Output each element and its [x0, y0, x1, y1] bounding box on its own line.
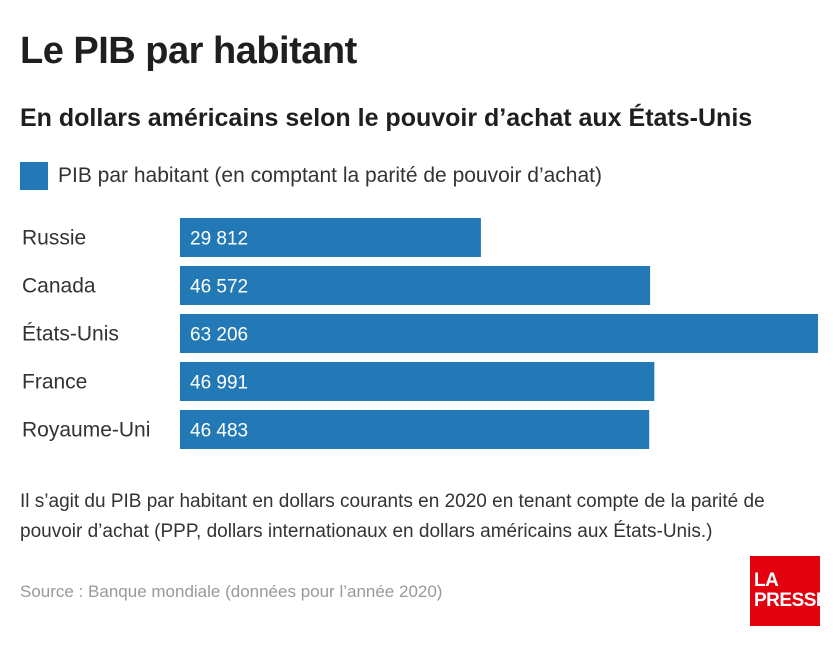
legend-label: PIB par habitant (en comptant la parité …: [58, 164, 602, 187]
chart-title: Le PIB par habitant: [20, 30, 357, 72]
bar: [180, 266, 651, 305]
bar: [180, 314, 818, 353]
chart-note: Il s’agit du PIB par habitant en dollars…: [20, 491, 765, 542]
la-presse-logo: LA PRESSE: [750, 556, 829, 626]
value-label: 29 812: [190, 229, 248, 250]
value-label: 46 483: [190, 421, 248, 442]
bar: [180, 410, 650, 449]
category-label: Royaume-Uni: [22, 419, 150, 442]
value-label: 46 572: [190, 277, 248, 298]
category-label: États-Unis: [22, 323, 119, 346]
value-label: 46 991: [190, 373, 248, 394]
bar-chart: Russie 29 812 Canada 46 572 États-Unis 63 206…: [22, 218, 818, 449]
category-label: Russie: [22, 227, 86, 250]
category-label: France: [22, 371, 87, 394]
logo-line-2: PRESSE: [754, 590, 829, 611]
source-text: Source : Banque mondiale (données pour l…: [20, 582, 443, 601]
value-label: 63 206: [190, 325, 248, 346]
category-label: Canada: [22, 275, 96, 298]
chart-subtitle: En dollars américains selon le pouvoir d…: [20, 104, 753, 132]
bar: [180, 218, 481, 257]
bar: [180, 362, 655, 401]
logo-line-1: LA: [754, 570, 779, 591]
legend-swatch: [20, 162, 48, 190]
legend: PIB par habitant (en comptant la parité …: [20, 161, 602, 191]
